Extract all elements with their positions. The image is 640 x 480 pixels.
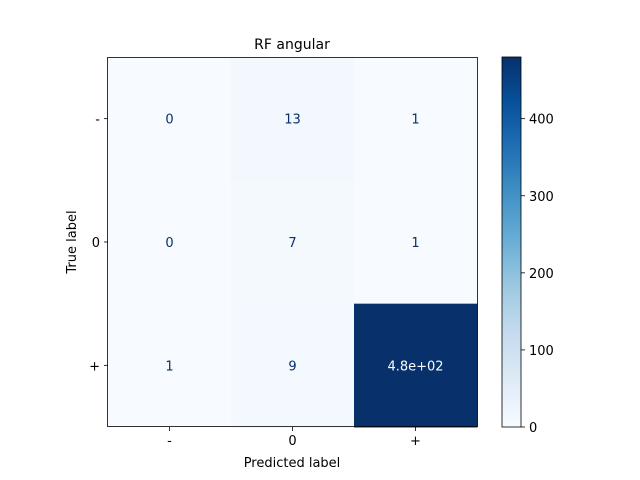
matrix-cells [108, 57, 478, 428]
x-tick-label: 0 [288, 434, 296, 449]
colorbar [501, 56, 522, 428]
y-tick-label: - [95, 113, 100, 128]
cell-value: 13 [284, 113, 301, 128]
cell-value: 1 [411, 236, 419, 251]
matrix-cell [108, 57, 232, 181]
matrix-cell [231, 303, 355, 428]
colorbar-tick-label: 0 [529, 421, 537, 436]
cell-value: 1 [411, 113, 419, 128]
colorbar-tick-label: 400 [529, 113, 554, 128]
matrix-cell [354, 303, 478, 428]
cell-value: 9 [288, 359, 296, 374]
colorbar-tick-label: 300 [529, 190, 554, 205]
y-axis-ticks: - 0 + [89, 113, 108, 374]
x-axis-ticks: - 0 + [167, 427, 421, 449]
cell-value: 1 [165, 359, 173, 374]
cell-value: 0 [165, 113, 173, 128]
colorbar-tick-label: 100 [529, 344, 554, 359]
x-tick-label: - [167, 434, 172, 449]
chart-title: RF angular [254, 37, 330, 53]
cell-value-labels: 0 13 10 7 11 9 4.8e+02 [165, 113, 443, 375]
x-tick-label: + [410, 434, 421, 449]
matrix-cell [231, 57, 355, 181]
cell-value: 4.8e+02 [387, 359, 443, 374]
y-axis-label: True label [65, 210, 80, 274]
colorbar-tick-label: 200 [529, 267, 554, 282]
cell-value: 7 [288, 236, 296, 251]
matrix-cell [108, 303, 232, 428]
cell-value: 0 [165, 236, 173, 251]
colorbar-ticks: 0 100 200 300 400 [521, 113, 554, 436]
y-tick-label: + [89, 359, 100, 374]
matrix-cell [354, 180, 478, 305]
matrix-cell [354, 57, 478, 181]
x-axis-label: Predicted label [244, 456, 341, 471]
matrix-cell [108, 180, 232, 305]
matrix-cell [231, 180, 355, 305]
y-tick-label: 0 [92, 236, 100, 251]
